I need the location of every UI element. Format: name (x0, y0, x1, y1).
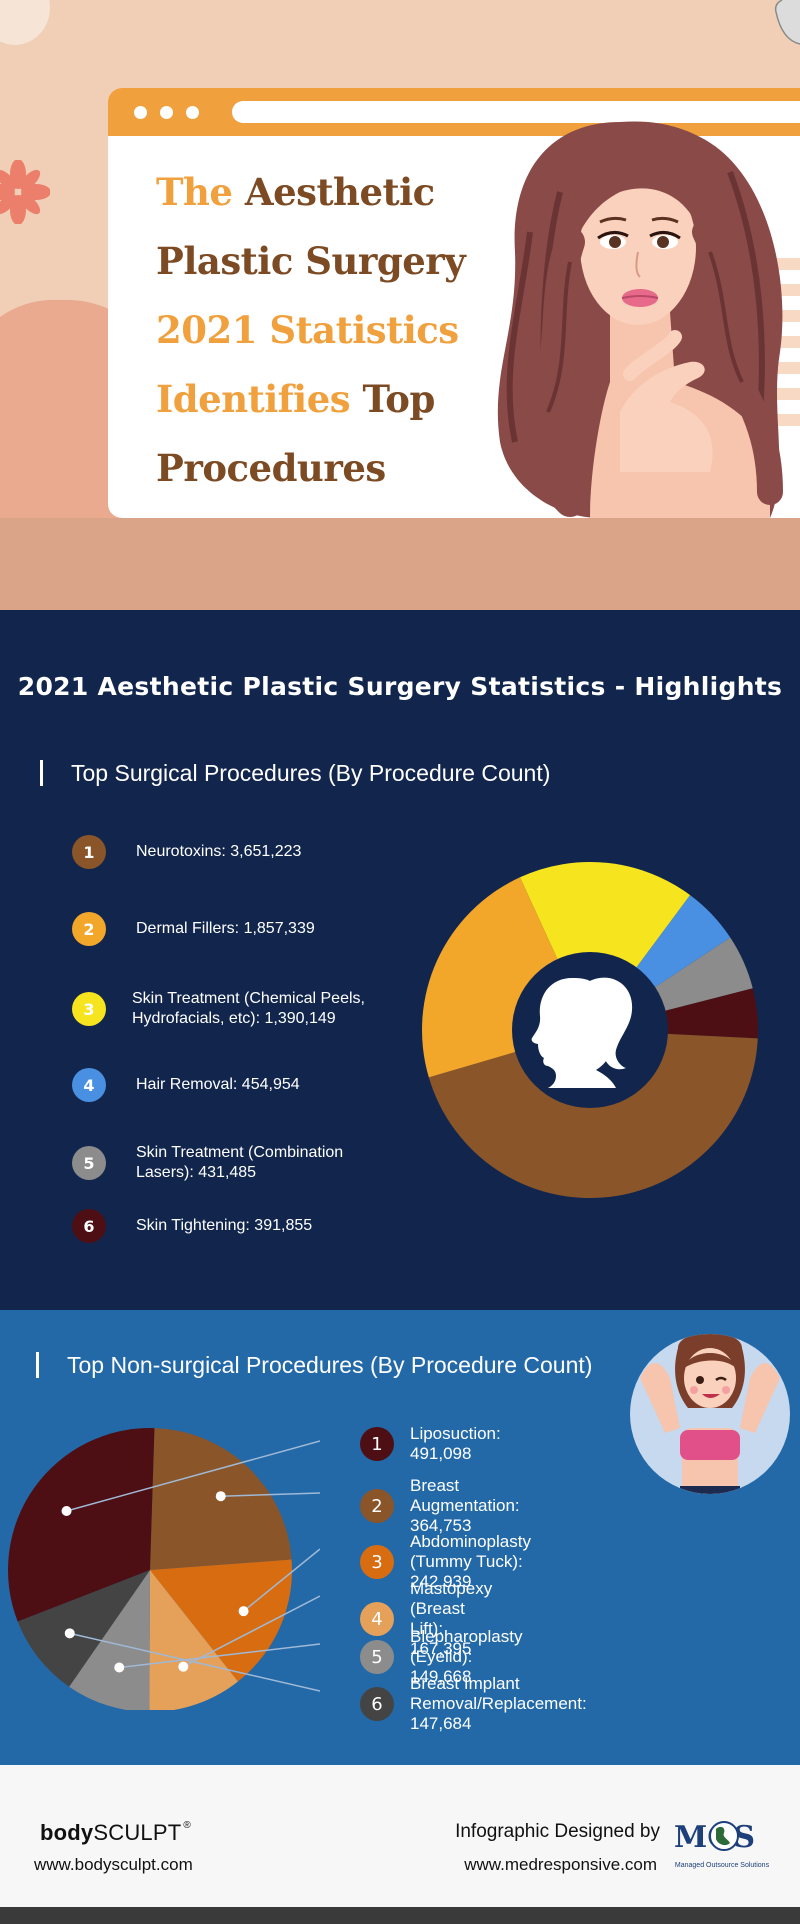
pie-slice (69, 1570, 150, 1710)
window-dot (134, 106, 147, 119)
leader-line (119, 1643, 320, 1669)
item-number-badge: 1 (72, 835, 106, 869)
item-label: Blepharoplasty (Eyelid): 149,668 (410, 1627, 523, 1686)
item-label: Hair Removal: 454,954 (136, 1076, 300, 1093)
pie-slice (17, 1570, 151, 1687)
item-label: Breast Augmentation: 364,753 (410, 1476, 520, 1535)
item-label: Dermal Fillers: 1,857,339 (136, 920, 315, 937)
title-word: Identifies (156, 377, 351, 421)
donut-slice (519, 862, 691, 1030)
nonsurgical-heading: Top Non-surgical Procedures (By Procedur… (36, 1352, 592, 1378)
leader-line (243, 1548, 320, 1612)
list-item: 2 Dermal Fillers: 1,857,339 (72, 905, 402, 953)
surgical-donut-chart (420, 860, 760, 1200)
list-item: 5 Skin Treatment (Combination Lasers): 4… (72, 1139, 402, 1187)
browser-bar (108, 88, 800, 136)
item-number-badge: 6 (72, 1209, 106, 1243)
title-word: Top (362, 377, 436, 421)
bodysculpt-logo: bodySCULPT ® (40, 1820, 191, 1846)
leader-dot (114, 1662, 125, 1673)
hero-banner: The Aesthetic Plastic Surgery 2021 Stati… (0, 0, 800, 610)
fitness-girl-illustration (630, 1334, 790, 1494)
list-item: 6 Breast Implant Removal/Replacement: 14… (360, 1674, 650, 1734)
title-line: 2021 Statistics (156, 308, 459, 352)
leader-line (182, 1595, 320, 1668)
pie-slice (149, 1570, 238, 1710)
leader-line (69, 1632, 320, 1692)
leader-dot (215, 1491, 226, 1502)
nonsurgical-pie-chart (7, 1428, 320, 1710)
title-word: Aesthetic (244, 170, 435, 214)
list-item: 2 Breast Augmentation: 364,753 (360, 1476, 520, 1536)
item-number-badge: 3 (72, 992, 106, 1026)
page-curl-icon (774, 0, 800, 45)
donut-slice (428, 1030, 758, 1198)
window-dot (186, 106, 199, 119)
item-number-badge: 5 (360, 1640, 394, 1674)
leader-dot (64, 1628, 75, 1639)
item-number-badge: 6 (360, 1687, 394, 1721)
item-number-badge: 3 (360, 1545, 394, 1579)
decor-blob (0, 0, 50, 45)
bodysculpt-link[interactable]: www.bodysculpt.com (34, 1855, 193, 1874)
item-label: Breast Implant Removal/Replacement: 147,… (410, 1674, 587, 1733)
address-bar (232, 101, 800, 123)
designed-by-label: Infographic Designed by (455, 1821, 660, 1842)
item-label: Liposuction: 491,098 (410, 1424, 501, 1463)
item-label: Skin Tightening: 391,855 (136, 1217, 313, 1234)
flower-icon (0, 160, 50, 224)
list-item: 4 Hair Removal: 454,954 (72, 1061, 402, 1109)
mos-tagline: Managed Outsource Solutions (675, 1862, 770, 1869)
item-label: Skin Treatment (Combination Lasers): 431… (136, 1144, 344, 1181)
list-item: 5 Blepharoplasty (Eyelid): 149,668 (360, 1627, 522, 1687)
list-item: 3 Abdominoplasty (Tummy Tuck): 242,939 (360, 1532, 531, 1592)
list-item: 3 Skin Treatment (Chemical Peels, Hydrof… (72, 985, 402, 1033)
leader-dot (178, 1661, 189, 1672)
woman-silhouette-icon (531, 977, 633, 1088)
leader-line (220, 1492, 320, 1497)
title-word: The (156, 170, 233, 214)
donut-svg (422, 862, 758, 1198)
mos-logo: MOS Managed Outsource Solutions (674, 1820, 770, 1869)
leader-dot (238, 1606, 249, 1617)
item-number-badge: 4 (360, 1602, 394, 1636)
logo-text-bold: body (40, 1820, 94, 1845)
pie-slice (7, 1428, 155, 1622)
item-label: Neurotoxins: 3,651,223 (136, 843, 302, 860)
item-label: Mastopexy (Breast Lift): 167,395 (410, 1579, 493, 1658)
item-number-badge: 5 (72, 1146, 106, 1180)
item-label: Skin Treatment (Chemical Peels, Hydrofac… (132, 990, 365, 1027)
item-number-badge: 2 (360, 1489, 394, 1523)
title-line: Procedures (156, 446, 386, 490)
decor-band (0, 518, 800, 610)
title-line: Plastic Surgery (156, 239, 466, 283)
list-item: 4 Mastopexy (Breast Lift): 167,395 (360, 1579, 492, 1659)
surgical-heading: Top Surgical Procedures (By Procedure Co… (40, 760, 550, 786)
logo-text-light: SCULPT (93, 1820, 182, 1845)
list-item: 1 Liposuction: 491,098 (360, 1424, 501, 1464)
leader-dot (61, 1505, 72, 1516)
window-dot (160, 106, 173, 119)
woman-illustration (497, 121, 783, 518)
item-number-badge: 4 (72, 1068, 106, 1102)
registered-mark: ® (183, 1820, 191, 1831)
page-title: The Aesthetic Plastic Surgery 2021 Stati… (156, 158, 516, 503)
section-title: 2021 Aesthetic Plastic Surgery Statistic… (17, 672, 783, 701)
medresponsive-link[interactable]: www.medresponsive.com (464, 1855, 657, 1874)
leader-line (66, 1440, 320, 1512)
item-number-badge: 1 (360, 1427, 394, 1461)
footer: bodySCULPT ® www.bodysculpt.com Infograph… (0, 1765, 800, 1907)
item-number-badge: 2 (72, 912, 106, 946)
list-item: 1 Neurotoxins: 3,651,223 (72, 828, 402, 876)
footer-bar (0, 1907, 800, 1924)
list-item: 6 Skin Tightening: 391,855 (72, 1202, 402, 1250)
item-label: Abdominoplasty (Tummy Tuck): 242,939 (410, 1532, 531, 1591)
